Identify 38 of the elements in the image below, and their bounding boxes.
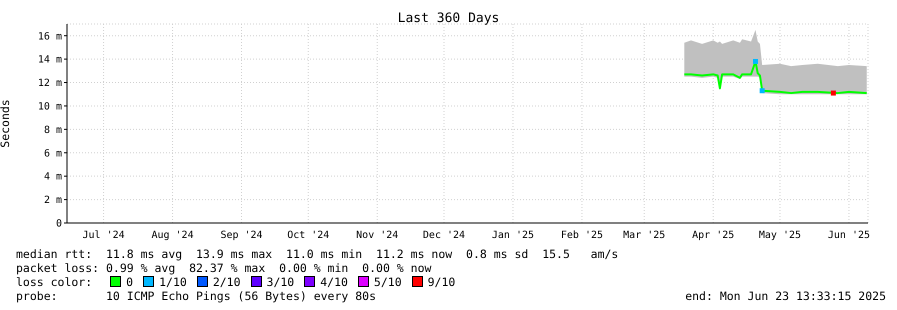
text: end: Mon Jun 23 13:33:15 2025 bbox=[685, 289, 886, 303]
legend-title: loss color: bbox=[16, 275, 92, 289]
y-tick-label: 6 m bbox=[44, 148, 62, 160]
y-tick-label: 0 bbox=[56, 218, 62, 230]
y-tick-label: 10 m bbox=[38, 101, 62, 112]
x-tick-label: Nov '24 bbox=[356, 230, 398, 242]
y-tick-label: 8 m bbox=[44, 124, 62, 136]
x-tick-label: May '25 bbox=[758, 230, 802, 242]
text: probe: 10 ICMP Echo Pings (56 Bytes) every 80s bbox=[16, 289, 376, 303]
x-tick-label: Dec '24 bbox=[422, 230, 466, 242]
x-tick-label: Aug '24 bbox=[151, 230, 194, 242]
y-axis-title: Seconds bbox=[0, 99, 12, 148]
point bbox=[830, 90, 836, 96]
chart-title: Last 360 Days bbox=[396, 11, 500, 26]
text: packet loss: 0.99 % avg 82.37 % max 0.00 % min 0.00 % now bbox=[16, 261, 432, 275]
y-tick-label: 16 m bbox=[38, 31, 62, 42]
y-tick-label: 2 m bbox=[44, 195, 62, 206]
legend-label: 2/10 bbox=[212, 275, 241, 289]
text: median rtt: 11.8 ms avg 13.9 ms max 11.0 ms min 11.2 ms now 0.8 ms sd 15.5 am/s bbox=[16, 247, 620, 261]
x-tick-label: Jun '25 bbox=[828, 230, 870, 242]
x-tick-label: Feb '25 bbox=[560, 230, 604, 242]
x-tick-label: Mar '25 bbox=[623, 230, 666, 242]
point bbox=[752, 58, 758, 64]
x-tick-label: Apr '25 bbox=[692, 230, 734, 242]
legend-label: 5/10 bbox=[372, 275, 402, 289]
x-tick-label: Oct '24 bbox=[287, 230, 330, 242]
x-tick-label: Jan '25 bbox=[492, 230, 534, 242]
legend-label: 3/10 bbox=[266, 275, 294, 289]
legend-label: 9/10 bbox=[426, 275, 456, 289]
x-tick-label: Sep '24 bbox=[220, 230, 263, 242]
y-tick-label: 14 m bbox=[38, 54, 62, 66]
x-tick-label: Jul '24 bbox=[82, 230, 125, 242]
y-tick-label: 12 m bbox=[38, 78, 62, 90]
y-tick-label: 4 m bbox=[44, 172, 62, 183]
legend-label: 4/10 bbox=[319, 275, 348, 289]
point bbox=[760, 88, 765, 94]
legend-label: 0 bbox=[125, 275, 134, 289]
legend-label: 1/10 bbox=[158, 275, 187, 289]
